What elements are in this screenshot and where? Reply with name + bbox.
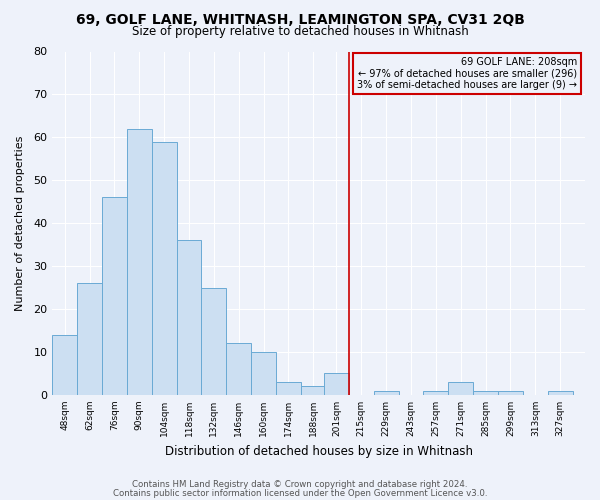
Text: 69 GOLF LANE: 208sqm
← 97% of detached houses are smaller (296)
3% of semi-detac: 69 GOLF LANE: 208sqm ← 97% of detached h… [357,56,577,90]
Text: Contains HM Land Registry data © Crown copyright and database right 2024.: Contains HM Land Registry data © Crown c… [132,480,468,489]
Bar [251,352,276,395]
Bar [448,382,473,395]
Y-axis label: Number of detached properties: Number of detached properties [15,136,25,311]
Bar [276,382,301,395]
Bar [176,240,202,395]
Bar [424,390,448,395]
Bar [301,386,326,395]
Text: 69, GOLF LANE, WHITNASH, LEAMINGTON SPA, CV31 2QB: 69, GOLF LANE, WHITNASH, LEAMINGTON SPA,… [76,12,524,26]
Bar [202,288,226,395]
Bar [52,335,77,395]
Text: Contains public sector information licensed under the Open Government Licence v3: Contains public sector information licen… [113,488,487,498]
Bar [374,390,398,395]
Bar [77,284,102,395]
Bar [548,390,572,395]
Bar [127,129,152,395]
Bar [473,390,498,395]
X-axis label: Distribution of detached houses by size in Whitnash: Distribution of detached houses by size … [164,444,473,458]
Text: Size of property relative to detached houses in Whitnash: Size of property relative to detached ho… [131,25,469,38]
Bar [102,198,127,395]
Bar [324,374,349,395]
Bar [498,390,523,395]
Bar [226,344,251,395]
Bar [152,142,176,395]
